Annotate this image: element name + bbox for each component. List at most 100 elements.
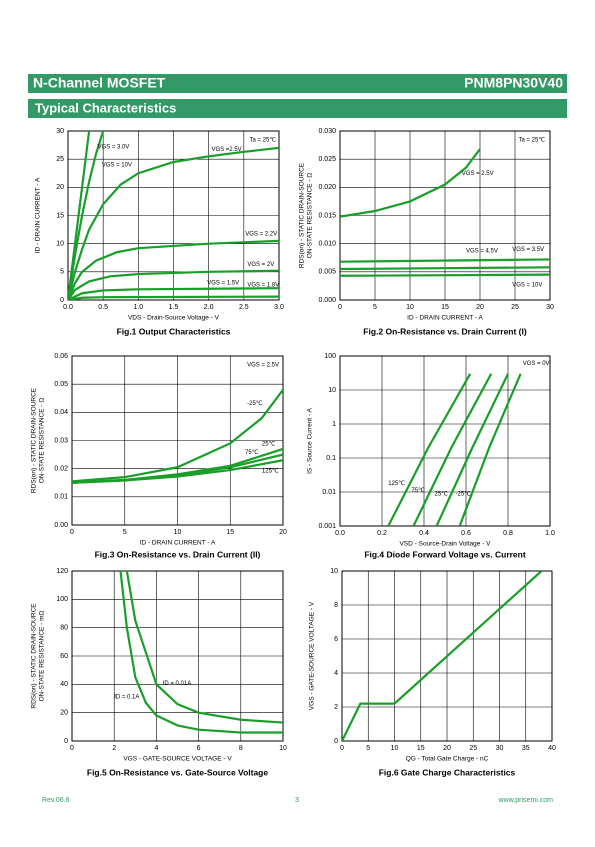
x-tick-label: 1.5	[169, 304, 179, 311]
header-title: N-Channel MOSFET	[33, 75, 166, 91]
y-tick-label: 10	[330, 568, 338, 575]
x-tick-label: 20	[443, 745, 451, 752]
annotation: Ta = 25℃	[249, 137, 276, 144]
x-tick-label: 5	[366, 745, 370, 752]
chart-caption: Fig.5 On-Resistance vs. Gate-Source Volt…	[87, 767, 269, 777]
curve	[72, 389, 283, 483]
y-axis-label: RDS(on) - STATIC DRAIN-SOURCE	[299, 162, 306, 268]
x-tick-label: 0	[338, 304, 342, 311]
x-tick-label: 0.0	[63, 304, 73, 311]
curve-label: VGS = 2.5V	[462, 171, 494, 177]
x-tick-label: 20	[476, 304, 484, 311]
x-tick-label: 2.5	[239, 304, 249, 311]
y-tick-label: 0.00	[54, 522, 68, 529]
x-tick-label: 35	[522, 745, 530, 752]
y-tick-label: 30	[56, 128, 64, 135]
y-tick-label: 15	[56, 212, 64, 219]
y-tick-label: 0	[334, 738, 338, 745]
x-tick-label: 0.4	[419, 530, 429, 537]
y-tick-label: 2	[334, 704, 338, 711]
curve	[68, 146, 279, 300]
x-tick-label: 0.8	[503, 530, 513, 537]
x-tick-label: 6	[197, 745, 201, 752]
annotation: VGS = 0V	[523, 361, 550, 367]
curve	[340, 148, 481, 218]
x-tick-label: 25	[511, 304, 519, 311]
x-tick-label: 40	[548, 745, 556, 752]
chart-caption: Fig.4 Diode Forward Voltage vs. Current	[364, 549, 526, 559]
curve-label: VGS = 3.5V	[512, 247, 544, 253]
x-tick-label: 0	[340, 745, 344, 752]
x-tick-label: 0	[70, 745, 74, 752]
curve-label: 75℃	[245, 449, 259, 456]
y-tick-label: 10	[328, 387, 336, 394]
curve-label: 125℃	[262, 467, 279, 474]
y-axis-label: RDS(on) - STATIC DRAIN-SOURCE	[31, 603, 38, 709]
chart-caption: Fig.6 Gate Charge Characteristics	[379, 767, 516, 777]
header-bar	[28, 74, 567, 93]
curve	[412, 373, 493, 526]
chart: 0 5 10 15 20 25 30 0.000 0.005 0.010 0.015 0.020 0.0…	[299, 128, 554, 336]
y-tick-label: 1	[332, 421, 336, 428]
curve-label: VGS = 2V	[247, 262, 274, 268]
y-tick-label: 0.03	[54, 437, 68, 444]
x-tick-label: 1.0	[133, 304, 143, 311]
curve-label: VGS = 2.2V	[245, 232, 277, 238]
chart: 0.0 0.5 1.0 1.5 2.0 2.5 3.0 0 5 10 15 20 25 30 VDS - D…	[35, 128, 284, 336]
curve	[458, 373, 522, 526]
y-tick-label: 0.01	[322, 489, 336, 496]
x-tick-label: 0.5	[98, 304, 108, 311]
x-tick-label: 25	[469, 745, 477, 752]
x-tick-label: 2.0	[204, 304, 214, 311]
curve	[68, 295, 279, 300]
y-tick-label: 0.04	[54, 409, 68, 416]
x-tick-label: 0.6	[461, 530, 471, 537]
y-tick-label: 60	[60, 653, 68, 660]
curve	[68, 131, 105, 300]
y-tick-label: 0.001	[318, 523, 336, 530]
x-tick-label: 15	[417, 745, 425, 752]
curve	[68, 239, 279, 300]
x-tick-label: 1.0	[545, 530, 555, 537]
curve-label: VGS = 1.5V	[207, 281, 239, 287]
chart: 0 5 10 15 20 0.00 0.01 0.02 0.03 0.04 0.05 0.06 ID -…	[31, 353, 287, 559]
curve	[340, 266, 550, 271]
x-tick-label: 30	[546, 304, 554, 311]
y-tick-label: 40	[60, 681, 68, 688]
chart-caption: Fig.2 On-Resistance vs. Drain Current (I…	[363, 326, 527, 336]
x-tick-label: 15	[226, 529, 234, 536]
x-tick-label: 8	[239, 745, 243, 752]
footer-url: www.prisemi.com	[498, 797, 554, 804]
y-tick-label: 0.000	[318, 297, 336, 304]
curve-label: 25℃	[262, 440, 276, 447]
y-axis-label: ON-STATE RESISTANCE - Ω	[307, 173, 314, 259]
curve	[340, 273, 550, 277]
curve	[340, 258, 550, 263]
section-bar	[28, 99, 567, 118]
y-tick-label: 25	[56, 156, 64, 163]
y-axis-label: RDS(on) - STATIC DRAIN-SOURCE	[31, 387, 38, 493]
y-tick-label: 0.01	[54, 494, 68, 501]
x-tick-label: 10	[174, 529, 182, 536]
x-axis-label: VGS - GATE-SOURCE VOLTAGE - V	[123, 756, 232, 763]
x-tick-label: 0.2	[377, 530, 387, 537]
header-part: PNM8PN30V40	[464, 75, 563, 91]
curve-label: VGS = 1.8V	[247, 282, 279, 288]
y-tick-label: 20	[56, 184, 64, 191]
footer-rev: Rev.06.6	[42, 797, 70, 804]
curve-label: ID = 0.1A	[114, 694, 139, 700]
curve-label: VGS = 4.5V	[466, 249, 498, 255]
curve	[342, 571, 543, 741]
y-tick-label: 0.02	[54, 466, 68, 473]
curve	[119, 571, 283, 734]
curve-label: VGS = 10V	[102, 162, 132, 168]
y-axis-label: ID - DRAIN CURRENT - A	[35, 177, 42, 253]
y-tick-label: 0.06	[54, 353, 68, 360]
chart: 0 5 10 15 20 25 30 35 40 0 2 4 6 8 10 QG - Total Gate C…	[309, 568, 556, 777]
y-tick-label: 0	[60, 297, 64, 304]
y-tick-label: 0.005	[318, 269, 336, 276]
y-axis-label: ON-STATE RESISTANCE - mΩ	[39, 610, 46, 701]
y-tick-label: 0.025	[318, 156, 336, 163]
